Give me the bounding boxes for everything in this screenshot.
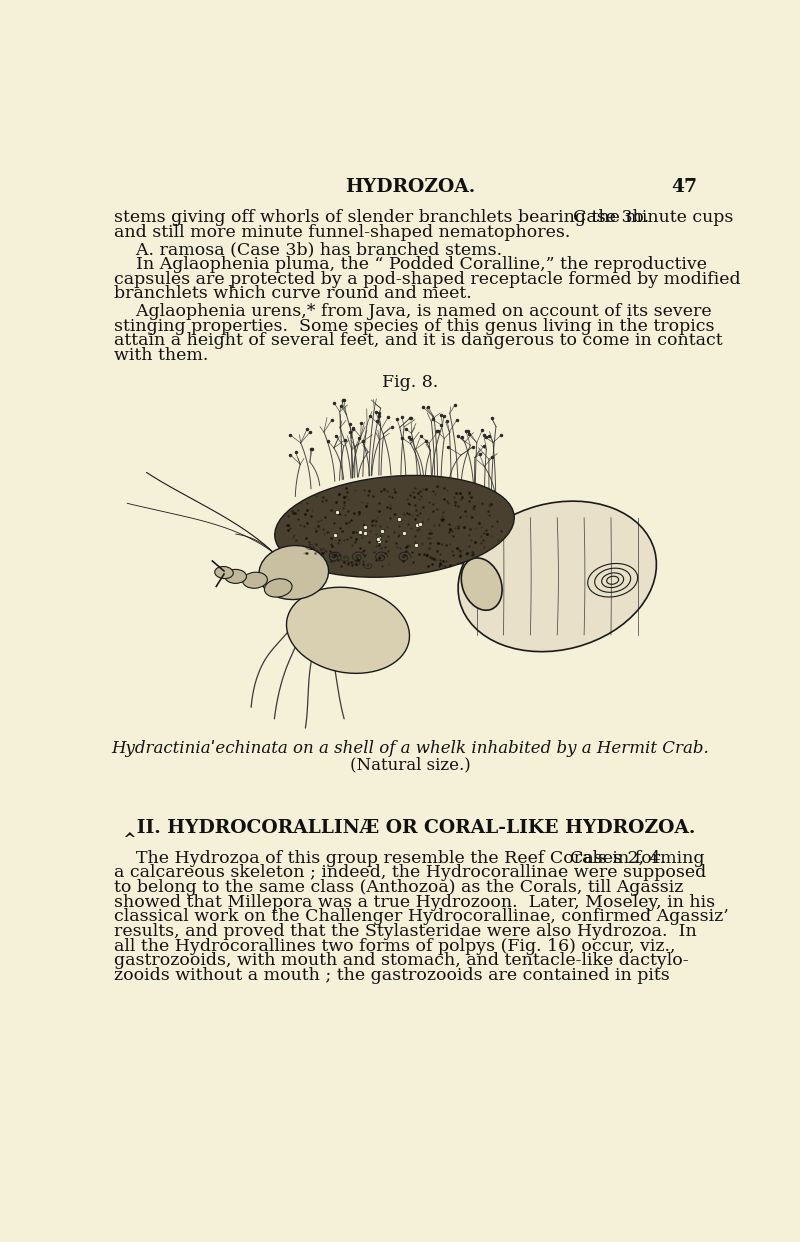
Text: Cases 2, 4.: Cases 2, 4. — [570, 850, 666, 867]
Text: capsules are protected by a pod-shaped receptacle formed by modified: capsules are protected by a pod-shaped r… — [114, 271, 741, 288]
Text: gastrozooids, with mouth and stomach, and tentacle-like dactylo-: gastrozooids, with mouth and stomach, an… — [114, 953, 689, 969]
Ellipse shape — [462, 558, 502, 610]
Ellipse shape — [458, 501, 657, 652]
Text: to belong to the same class (Anthozoa) as the Corals, till Agassiz: to belong to the same class (Anthozoa) a… — [114, 879, 683, 895]
Text: In Aglaophenia pluma, the “ Podded Coralline,” the reproductive: In Aglaophenia pluma, the “ Podded Coral… — [114, 256, 707, 273]
Text: Fig. 8.: Fig. 8. — [382, 374, 438, 391]
Ellipse shape — [214, 566, 234, 579]
Ellipse shape — [274, 476, 514, 578]
Text: stems giving off whorls of slender branchlets bearing the minute cups: stems giving off whorls of slender branc… — [114, 209, 734, 226]
Text: A. ramosa (Case 3b) has branched stems.: A. ramosa (Case 3b) has branched stems. — [114, 241, 502, 258]
Text: branchlets which curve round and meet.: branchlets which curve round and meet. — [114, 286, 472, 302]
Text: results, and proved that the Stylasteridae were also Hydrozoa.  In: results, and proved that the Stylasterid… — [114, 923, 697, 940]
Text: (Natural size.): (Natural size.) — [350, 756, 470, 774]
Text: HYDROZOA.: HYDROZOA. — [345, 179, 475, 196]
Text: zooids without a mouth ; the gastrozooids are contained in pits: zooids without a mouth ; the gastrozooid… — [114, 966, 670, 984]
Text: all the Hydrocorallines two forms of polpys (Fig. 16) occur, viz.,: all the Hydrocorallines two forms of pol… — [114, 938, 675, 955]
Ellipse shape — [286, 587, 410, 673]
Ellipse shape — [242, 573, 267, 589]
Ellipse shape — [259, 545, 329, 600]
Text: 47: 47 — [670, 179, 697, 196]
Text: classical work on the Challenger Hydrocorallinae, confirmed Agassiz’: classical work on the Challenger Hydroco… — [114, 908, 729, 925]
Text: with them.: with them. — [114, 347, 208, 364]
Text: Case 3b.: Case 3b. — [573, 209, 650, 226]
Ellipse shape — [265, 579, 292, 597]
Ellipse shape — [225, 569, 246, 584]
Text: and still more minute funnel-shaped nematophores.: and still more minute funnel-shaped nema… — [114, 224, 570, 241]
Text: Hydractiniaˈechinata on a shell of a whelk inhabited by a Hermit Crab.: Hydractiniaˈechinata on a shell of a whe… — [111, 740, 709, 758]
Text: ‸II. HYDROCORALLINÆ OR CORAL-LIKE HYDROZOA.: ‸II. HYDROCORALLINÆ OR CORAL-LIKE HYDROZ… — [123, 818, 696, 837]
Text: a calcareous skeleton ; indeed, the Hydrocorallinae were supposed: a calcareous skeleton ; indeed, the Hydr… — [114, 864, 706, 882]
Text: showed that Millepora was a true Hydrozoon.  Later, Moseley, in his: showed that Millepora was a true Hydrozo… — [114, 894, 715, 910]
Text: stinging properties.  Some species of this genus living in the tropics: stinging properties. Some species of thi… — [114, 318, 714, 334]
Text: The Hydrozoa of this group resemble the Reef Corals in forming: The Hydrozoa of this group resemble the … — [114, 850, 705, 867]
Text: Aglaophenia urens,* from Java, is named on account of its severe: Aglaophenia urens,* from Java, is named … — [114, 303, 711, 320]
Text: attain a height of several feet, and it is dangerous to come in contact: attain a height of several feet, and it … — [114, 333, 722, 349]
